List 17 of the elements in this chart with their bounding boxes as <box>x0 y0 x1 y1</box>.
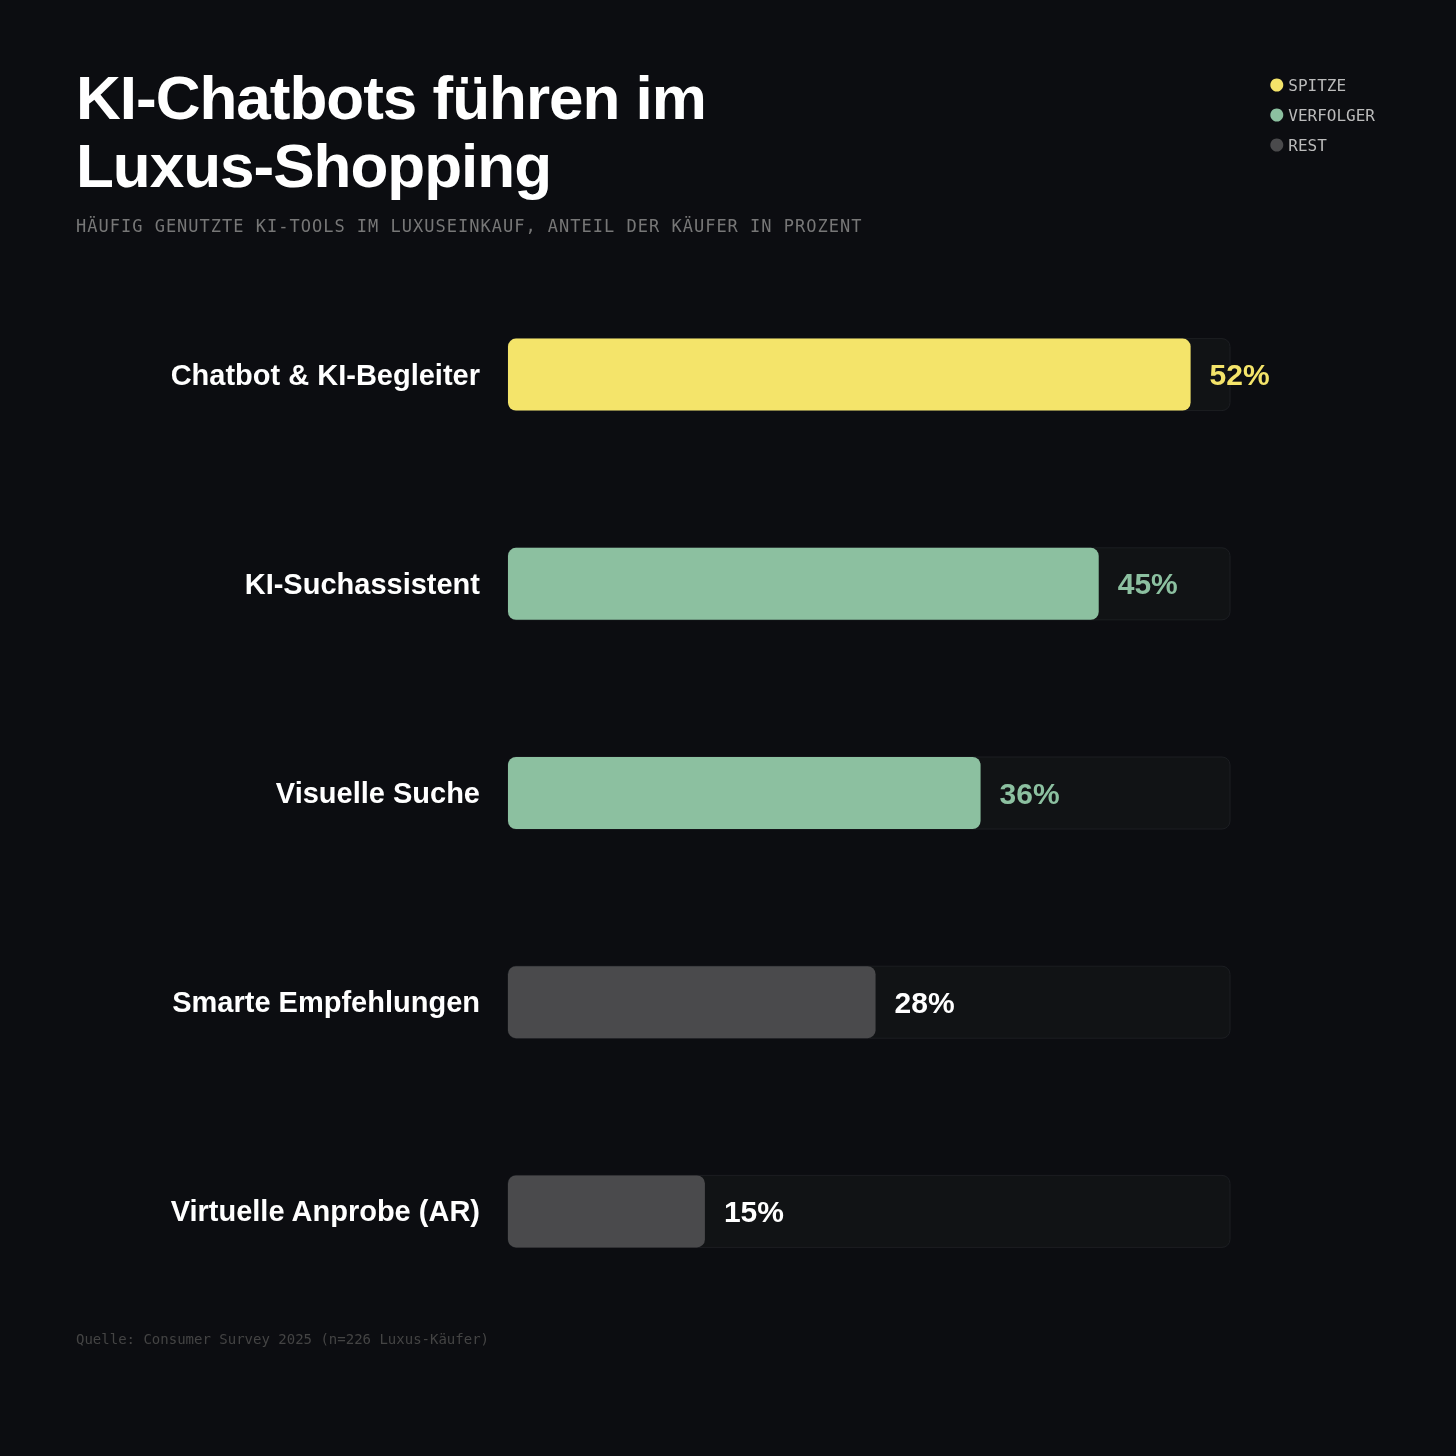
data-label: 52% <box>1209 358 1270 392</box>
source-note: Quelle: Consumer Survey 2025 (n=226 Luxus-Käufer) <box>76 1331 490 1347</box>
data-label: 36% <box>999 776 1060 810</box>
y-tick-label: Virtuelle Anprobe (AR) <box>170 1195 480 1228</box>
y-tick-label: Smarte Empfehlungen <box>172 986 480 1019</box>
chart-title: KI-Chatbots führen im Luxus-Shopping <box>76 63 707 200</box>
data-label: 28% <box>894 985 955 1019</box>
data-label: 15% <box>723 1194 784 1228</box>
bar <box>508 1175 705 1248</box>
legend-label: REST <box>1288 135 1328 155</box>
chart-subtitle: HÄUFIG GENUTZTE KI-TOOLS IM LUXUSEINKAUF, ANTEIL DER KÄUFER IN PROZENT <box>76 216 863 236</box>
y-tick-label: KI-Suchassistent <box>244 567 481 600</box>
data-label: 45% <box>1117 567 1178 601</box>
legend-label: SPITZE <box>1288 75 1347 95</box>
y-tick-label: Visuelle Suche <box>275 777 480 809</box>
legend-label: VERFOLGER <box>1288 105 1376 125</box>
y-tick-label: Chatbot & KI-Begleiter <box>170 358 480 391</box>
